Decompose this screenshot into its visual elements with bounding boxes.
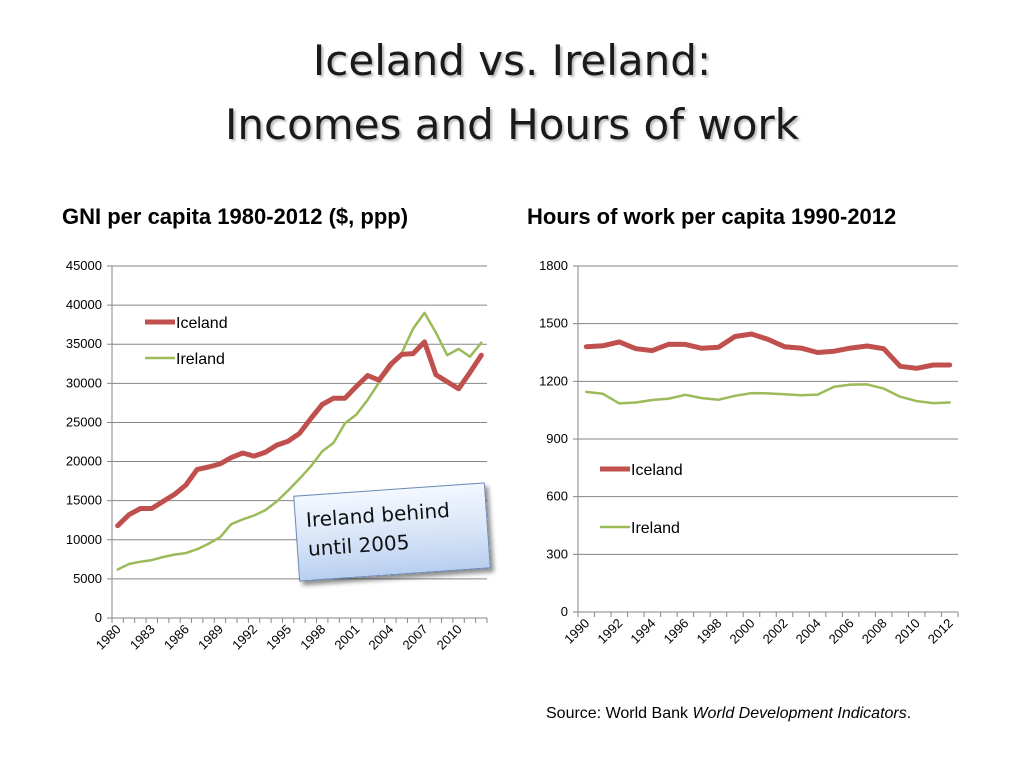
gni-x-tick-label: 1983 xyxy=(127,622,158,653)
gni-x-tick-label: 1986 xyxy=(161,622,192,653)
gni-chart-title: GNI per capita 1980-2012 ($, ppp) xyxy=(62,204,409,229)
hours-y-tick-label: 900 xyxy=(546,431,568,446)
hours-x-tick-label: 2000 xyxy=(727,616,758,647)
hours-series-ireland xyxy=(585,383,951,405)
gni-y-tick-label: 5000 xyxy=(73,571,102,586)
gni-y-tick-label: 10000 xyxy=(66,532,102,547)
gni-series-iceland xyxy=(115,339,484,529)
gni-x-tick-label: 1992 xyxy=(229,622,260,653)
hours-x-tick-label: 2002 xyxy=(760,616,791,647)
hours-x-tick-label: 2004 xyxy=(793,616,824,647)
gni-series-ireland xyxy=(116,311,483,571)
gni-x-tick-label: 1998 xyxy=(297,622,328,653)
gni-x-tick-label: 2010 xyxy=(434,622,465,653)
hours-line-chart: 0 300 600 900 1200 1500 1800 1990 1992 1994 1996 19… xyxy=(539,258,959,647)
source-suffix: . xyxy=(906,705,912,722)
gni-legend-label-iceland: Iceland xyxy=(176,315,228,332)
hours-x-tick-label: 1994 xyxy=(627,616,658,647)
gni-x-tick-label: 2007 xyxy=(400,622,431,653)
gni-x-tick-label: 2001 xyxy=(331,622,362,653)
hours-x-tick-label: 1990 xyxy=(561,616,592,647)
source-note: Source: World Bank World Development Ind… xyxy=(546,705,911,723)
slide-title-line2: Incomes and Hours of work xyxy=(224,100,799,149)
hours-y-tick-label: 1500 xyxy=(539,316,568,331)
hours-y-tick-label: 1800 xyxy=(539,258,568,273)
ireland-behind-callout: Ireland behind until 2005 xyxy=(293,482,491,582)
gni-y-tick-label: 45000 xyxy=(66,258,102,273)
hours-x-tick-label: 2006 xyxy=(826,616,857,647)
hours-x-tick-label: 2010 xyxy=(892,616,923,647)
gni-y-tick-label: 35000 xyxy=(66,336,102,351)
hours-x-tick-label: 2008 xyxy=(859,616,890,647)
gni-y-tick-label: 20000 xyxy=(66,454,102,469)
source-italic: World Development Indicators xyxy=(692,705,907,722)
gni-line-chart: 0 5000 10000 15000 20000 25000 30000 35000 40000… xyxy=(66,258,488,653)
gni-x-tick-label: 2004 xyxy=(365,622,396,653)
hours-x-tick-label: 1998 xyxy=(693,616,724,647)
gni-x-tick-label: 1995 xyxy=(263,622,294,653)
gni-y-tick-label: 25000 xyxy=(66,414,102,429)
hours-x-tick-label: 1992 xyxy=(594,616,625,647)
gni-y-tick-label: 0 xyxy=(95,610,102,625)
hours-y-tick-label: 300 xyxy=(546,546,568,561)
gni-y-tick-label: 30000 xyxy=(66,375,102,390)
hours-legend-label-ireland: Ireland xyxy=(631,520,680,537)
hours-x-tick-label: 1996 xyxy=(660,616,691,647)
hours-chart-title: Hours of work per capita 1990-2012 xyxy=(527,204,897,229)
gni-x-tick-label: 1980 xyxy=(93,622,124,653)
hours-y-tick-label: 0 xyxy=(561,604,568,619)
hours-x-tick-label: 2012 xyxy=(925,616,956,647)
hours-legend-label-iceland: Iceland xyxy=(631,462,683,479)
hours-y-tick-label: 1200 xyxy=(539,373,568,388)
source-prefix: Source: World Bank xyxy=(546,705,693,722)
gni-y-tick-label: 15000 xyxy=(66,493,102,508)
gni-y-tick-label: 40000 xyxy=(66,297,102,312)
hours-series-iceland xyxy=(583,331,953,371)
gni-legend-label-ireland: Ireland xyxy=(176,351,225,368)
hours-y-tick-label: 600 xyxy=(546,489,568,504)
gni-x-tick-label: 1989 xyxy=(195,622,226,653)
slide-title-line1: Iceland vs. Ireland: xyxy=(312,36,712,85)
